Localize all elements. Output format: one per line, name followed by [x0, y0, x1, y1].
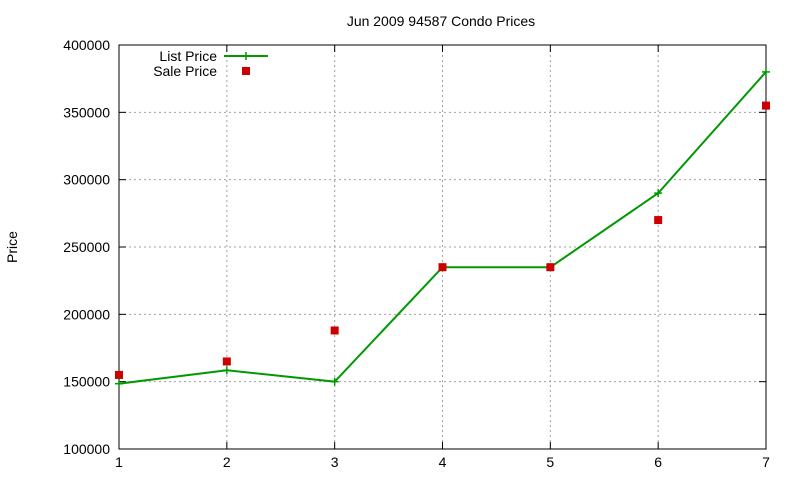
data-point-sale-price [762, 101, 770, 110]
y-axis-ticks: 100000 150000 200000 250000 300000 350000 4000… [63, 37, 766, 457]
series-layer [115, 67, 770, 388]
x-tick-label: 3 [331, 454, 339, 470]
x-tick-label: 5 [546, 454, 554, 470]
y-tick-label: 350000 [63, 104, 110, 120]
y-tick-label: 300000 [63, 172, 110, 188]
legend-label-list-price: List Price [159, 48, 217, 64]
data-point-list-price [330, 377, 339, 386]
x-tick-label: 7 [762, 454, 770, 470]
y-axis-label: Price [4, 231, 20, 263]
x-axis-ticks: 1 2 3 4 5 6 7 [115, 45, 770, 470]
data-point-list-price [115, 379, 123, 388]
y-tick-label: 150000 [63, 374, 110, 390]
data-point-sale-price [330, 326, 339, 335]
chart-title: Jun 2009 94587 Condo Prices [347, 13, 535, 29]
x-tick-label: 1 [115, 454, 123, 470]
data-point-sale-price [546, 263, 555, 272]
data-point-list-price [654, 189, 663, 198]
x-tick-label: 2 [223, 454, 231, 470]
legend-marker-sale-price [242, 67, 250, 75]
x-tick-label: 4 [439, 454, 447, 470]
data-point-sale-price [222, 357, 231, 366]
data-point-sale-price [654, 216, 663, 225]
y-tick-label: 100000 [63, 441, 110, 457]
series-sale-price [115, 101, 770, 379]
x-tick-label: 6 [654, 454, 662, 470]
y-tick-label: 400000 [63, 37, 110, 53]
data-point-list-price [762, 67, 770, 76]
legend-label-sale-price: Sale Price [153, 63, 217, 79]
data-point-list-price [222, 366, 231, 375]
grid-lines [119, 45, 766, 449]
y-tick-label: 250000 [63, 239, 110, 255]
data-point-sale-price [115, 370, 123, 379]
y-tick-label: 200000 [63, 306, 110, 322]
data-point-sale-price [438, 263, 447, 272]
